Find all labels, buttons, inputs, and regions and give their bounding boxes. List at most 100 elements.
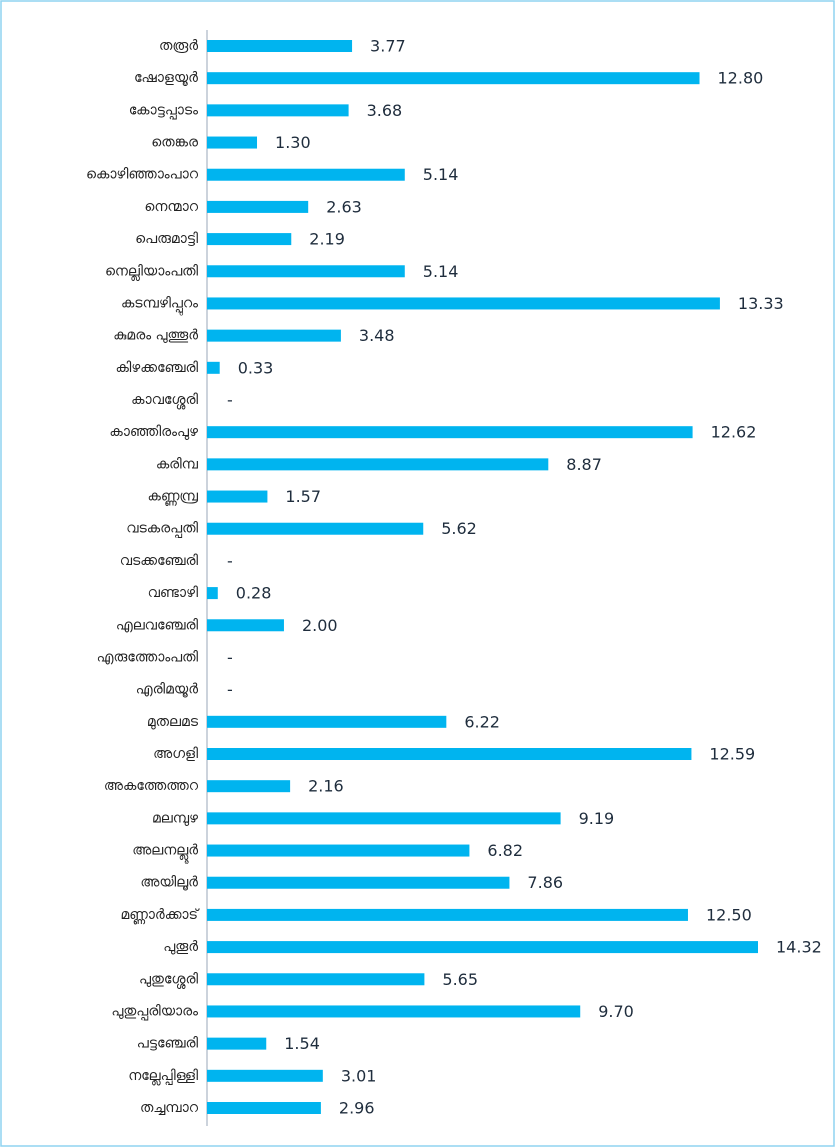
bar <box>207 200 309 213</box>
y-tick-label: അഗളി <box>153 746 198 762</box>
value-label: 2.19 <box>309 230 345 249</box>
bar <box>207 1005 581 1018</box>
y-tick-label: നെല്ലിയാംപതി <box>105 263 198 281</box>
bar <box>207 490 268 503</box>
y-tick-label: കരിമ്പ <box>156 456 199 472</box>
value-label: 1.30 <box>275 133 311 152</box>
y-tick-label: പുതുശ്ശേരി <box>139 971 198 989</box>
bar <box>207 715 447 728</box>
y-tick-label: വണ്ടാഴി <box>148 585 198 601</box>
bar <box>207 329 341 342</box>
value-label: - <box>227 391 233 410</box>
y-tick-label: ഷോളയൂർ <box>134 70 198 86</box>
value-label: 5.14 <box>423 262 459 281</box>
bar <box>207 265 405 278</box>
value-label: 0.28 <box>236 584 272 603</box>
bar <box>207 780 291 793</box>
y-tick-label: തച്ചമ്പാറ <box>140 1100 199 1116</box>
value-label: 3.48 <box>359 326 395 345</box>
value-label: 6.82 <box>487 841 523 860</box>
y-tick-label: പുതൂർ <box>163 939 198 955</box>
value-label: 14.32 <box>776 938 822 957</box>
value-label: 1.57 <box>285 487 321 506</box>
bar <box>207 1069 323 1082</box>
y-tick-label: നല്ലേപ്പിള്ളി <box>128 1068 198 1086</box>
value-label: 9.70 <box>598 1002 634 1021</box>
bar <box>207 876 510 889</box>
value-label: - <box>227 648 233 667</box>
y-tick-label: അയിലൂർ <box>140 875 198 891</box>
y-tick-label: തെങ്കര <box>151 135 199 151</box>
y-tick-label: കാഞ്ഞിരംപുഴ <box>109 424 198 440</box>
value-label: 3.01 <box>341 1066 377 1085</box>
value-label: 5.14 <box>423 165 459 184</box>
y-tick-label: വടകരപ്പതി <box>126 521 198 538</box>
value-label: - <box>227 680 233 699</box>
y-tick-label: കടമ്പഴിപ്പുറം <box>121 295 198 315</box>
y-tick-label: നെന്മാറ <box>144 199 198 215</box>
bar <box>207 522 424 535</box>
y-tick-label: വടക്കഞ്ചേരി <box>120 553 198 569</box>
bar <box>207 844 470 857</box>
bar <box>207 233 292 246</box>
bar <box>207 1102 321 1114</box>
y-tick-label: എരിമയൂർ <box>136 682 198 698</box>
bar <box>207 619 284 632</box>
value-label: 12.50 <box>706 905 752 924</box>
y-tick-label: അകത്തേത്തറ <box>104 778 199 794</box>
value-label: 6.22 <box>464 712 500 731</box>
y-tick-label: അലനല്ലൂർ <box>132 843 198 864</box>
value-label: 2.63 <box>326 197 362 216</box>
y-tick-label: കാവശ്ശേരി <box>131 392 198 410</box>
y-tick-label: മണ്ണാർക്കാട് <box>120 907 199 925</box>
value-label: 9.19 <box>579 809 615 828</box>
bar <box>207 908 688 921</box>
y-tick-label: തരൂർ <box>159 38 198 54</box>
value-label: 3.68 <box>367 101 403 120</box>
y-tick-label: കോട്ടപ്പാടം <box>129 102 198 119</box>
value-label: 12.80 <box>718 69 764 88</box>
value-label: 2.00 <box>302 616 338 635</box>
value-label: 13.33 <box>738 294 784 313</box>
bar <box>207 136 258 149</box>
value-label: 5.62 <box>441 519 477 538</box>
y-tick-label: മുതലമട <box>147 714 199 730</box>
bar <box>207 297 720 310</box>
bar <box>207 361 220 374</box>
y-tick-label: പുതുപ്പരിയാരം <box>111 1003 198 1020</box>
value-label: 3.77 <box>370 37 406 56</box>
bar <box>207 72 700 85</box>
y-tick-label: കുമരം പുത്തൂർ <box>113 328 198 344</box>
bar <box>207 941 758 954</box>
y-tick-label: പെരുമാട്ടി <box>135 231 198 247</box>
bar <box>207 1037 267 1050</box>
bar <box>207 104 349 117</box>
bar <box>207 40 353 52</box>
y-tick-label: കൊഴിഞ്ഞാംപാറ <box>86 167 199 183</box>
y-tick-label: മലമ്പുഴ <box>152 810 198 826</box>
value-label: 8.87 <box>566 455 602 474</box>
value-label: 5.65 <box>442 970 478 989</box>
y-tick-label: പട്ടഞ്ചേരി <box>137 1036 198 1052</box>
bar <box>207 168 405 181</box>
y-tick-label: എരുത്തോംപതി <box>97 649 198 665</box>
bar <box>207 426 693 439</box>
value-label: 2.96 <box>339 1099 375 1118</box>
y-tick-label: എലവഞ്ചേരി <box>116 617 198 633</box>
bar <box>207 973 425 986</box>
bar <box>207 748 692 760</box>
bar <box>207 587 218 600</box>
value-label: 0.33 <box>238 358 274 377</box>
value-label: 12.62 <box>711 423 757 442</box>
value-label: 7.86 <box>527 873 563 892</box>
value-label: 2.16 <box>308 777 344 796</box>
value-label: 12.59 <box>709 745 755 764</box>
value-label: 1.54 <box>284 1034 320 1053</box>
bar <box>207 812 561 825</box>
value-label: - <box>227 551 233 570</box>
bar <box>207 458 549 471</box>
y-tick-label: കിഴക്കഞ്ചേരി <box>115 360 198 376</box>
